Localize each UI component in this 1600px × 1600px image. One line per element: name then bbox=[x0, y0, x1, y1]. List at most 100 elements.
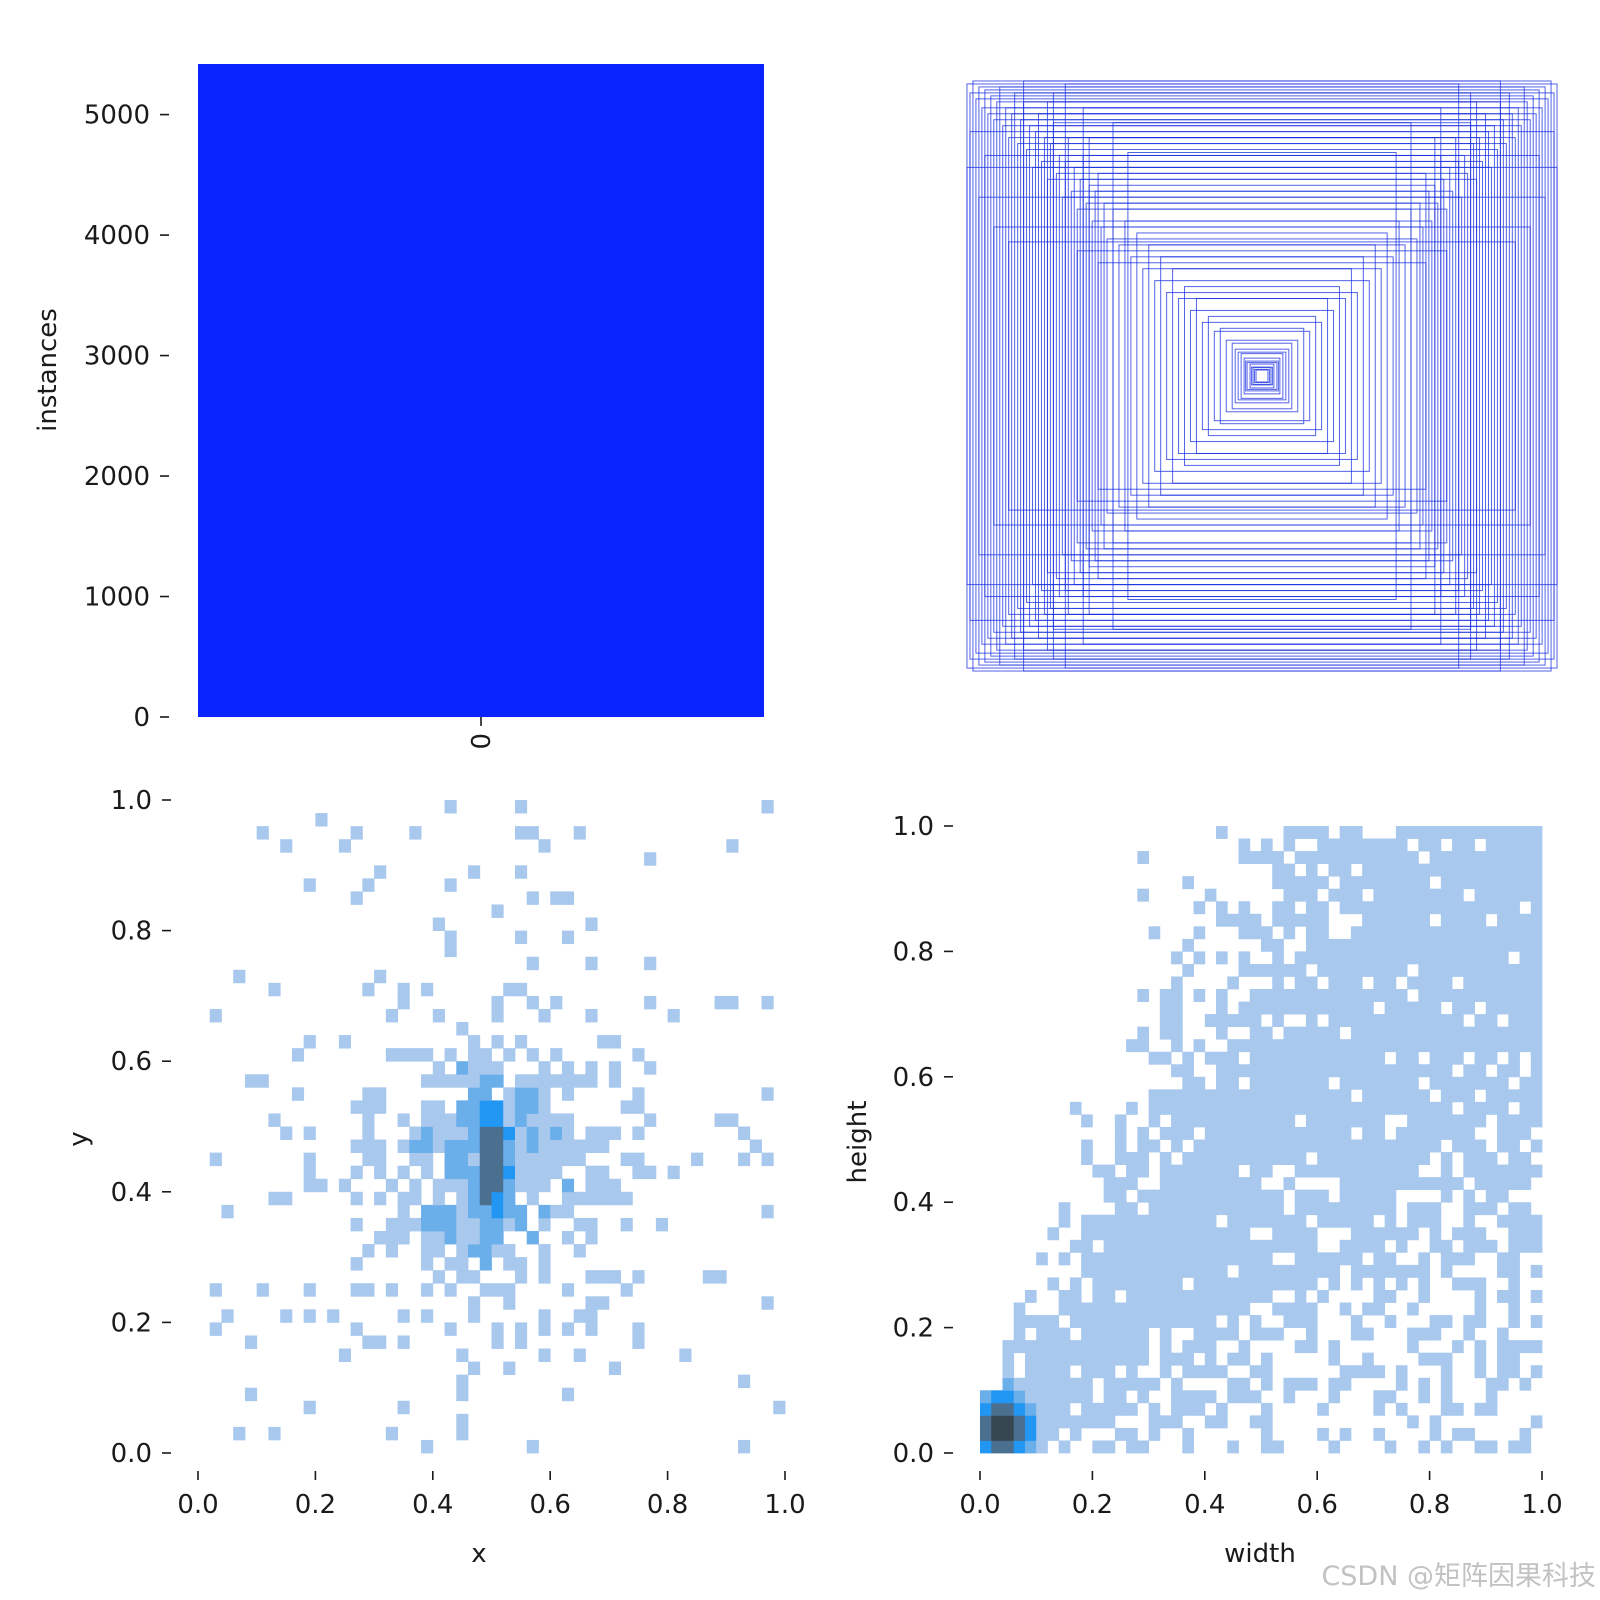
hist-cell bbox=[397, 1113, 410, 1127]
hist-cell bbox=[421, 1257, 434, 1271]
hist-cell bbox=[432, 1100, 445, 1114]
x-tick-label: 0.6 bbox=[1297, 1490, 1338, 1520]
hist-cell bbox=[514, 1113, 528, 1127]
hist-cell bbox=[374, 1139, 387, 1154]
hist-cell bbox=[491, 1152, 504, 1167]
hist-cell bbox=[644, 956, 657, 971]
hist-cell bbox=[1508, 1114, 1520, 1128]
hist-cell bbox=[644, 852, 657, 866]
width-axis: 0.0 0.2 0.4 0.6 0.8 1.0 bbox=[959, 1471, 1563, 1520]
hist-cell bbox=[1036, 1427, 1048, 1441]
hist-cell bbox=[1463, 876, 1475, 890]
hist-cell bbox=[1249, 1365, 1262, 1379]
hist-cell bbox=[1171, 1289, 1183, 1303]
hist-cell bbox=[1238, 1177, 1251, 1191]
hist-cell bbox=[479, 1217, 492, 1232]
hist-cell bbox=[1182, 1126, 1194, 1140]
hist-cell bbox=[1350, 1189, 1363, 1203]
hist-cell bbox=[550, 995, 563, 1010]
hist-cell bbox=[526, 956, 539, 971]
hist-cell bbox=[1036, 1402, 1048, 1416]
hist-cell bbox=[1350, 1051, 1363, 1065]
hist-cell bbox=[1317, 1264, 1329, 1278]
hist-cell bbox=[1002, 1440, 1015, 1454]
box-66 bbox=[1219, 327, 1305, 425]
hist-cell bbox=[1283, 1264, 1296, 1278]
hist-cell bbox=[1261, 1327, 1273, 1341]
hist-cell bbox=[1362, 1051, 1374, 1065]
hist-cell bbox=[1159, 1302, 1172, 1316]
box-71 bbox=[1240, 353, 1284, 399]
hist-cell bbox=[1407, 876, 1419, 890]
hist-cell bbox=[444, 1139, 457, 1154]
hist-cell bbox=[608, 1074, 622, 1088]
hist-cell bbox=[1182, 1089, 1194, 1103]
hist-cell bbox=[1497, 989, 1509, 1002]
hist-cell bbox=[444, 930, 457, 945]
hist-cell bbox=[1373, 1064, 1386, 1078]
box-31 bbox=[1058, 154, 1466, 598]
hist-cell bbox=[479, 1074, 492, 1088]
hist-cell bbox=[1474, 1302, 1487, 1316]
hist-cell bbox=[1497, 901, 1509, 915]
hist-cell bbox=[1452, 1402, 1464, 1416]
hist-cell bbox=[667, 1165, 680, 1180]
hist-cell bbox=[1429, 851, 1442, 865]
hist-cell bbox=[1452, 1227, 1464, 1241]
hist-cell bbox=[491, 1335, 504, 1349]
hist-cell bbox=[1328, 1352, 1341, 1366]
hist-cell bbox=[1463, 863, 1475, 877]
hist-cell bbox=[1148, 1189, 1161, 1203]
hist-cell bbox=[1283, 1089, 1296, 1103]
hist-cell bbox=[1114, 1239, 1127, 1253]
hist-cell bbox=[1294, 1340, 1307, 1354]
hist-cell bbox=[1407, 976, 1419, 990]
hist-cell bbox=[362, 1126, 375, 1140]
hist-cell bbox=[1407, 1014, 1419, 1028]
hist-cell bbox=[1182, 1076, 1194, 1090]
hist-cell bbox=[1261, 963, 1273, 977]
hist-cell bbox=[1384, 888, 1397, 902]
hist-cell bbox=[1328, 1039, 1341, 1053]
hist-cell bbox=[1395, 1177, 1408, 1191]
hist-cell bbox=[550, 1074, 563, 1088]
hist-cell bbox=[1272, 851, 1284, 865]
hist-cell bbox=[1227, 1076, 1239, 1090]
hist-cell bbox=[1429, 926, 1442, 940]
hist-cell bbox=[1407, 1214, 1419, 1228]
y-tick-label: 1.0 bbox=[111, 786, 152, 816]
hist-cell bbox=[1407, 888, 1419, 902]
hist-cell bbox=[1261, 1126, 1273, 1140]
hist-cell bbox=[1283, 1114, 1296, 1128]
hist-cell bbox=[1485, 1202, 1498, 1216]
hist-cell bbox=[1171, 951, 1183, 965]
hist-cell bbox=[1395, 1076, 1408, 1090]
hist-cell bbox=[1227, 1114, 1239, 1128]
hist-cell bbox=[1339, 876, 1352, 890]
hist-cell bbox=[1407, 1227, 1419, 1241]
hist-cell bbox=[1216, 1089, 1228, 1103]
hist-cell bbox=[1249, 1327, 1262, 1341]
hist-cell bbox=[1305, 1202, 1318, 1216]
hist-cell bbox=[1440, 888, 1453, 902]
hist-cell bbox=[209, 1152, 222, 1167]
hist-cell bbox=[538, 1348, 551, 1362]
hist-cell bbox=[514, 1035, 528, 1049]
hist-cell bbox=[1362, 1001, 1374, 1015]
hist-cell bbox=[1508, 1001, 1520, 1015]
hist-cell bbox=[608, 1061, 622, 1075]
hist-cell bbox=[1508, 989, 1520, 1002]
hist-cell bbox=[644, 1113, 657, 1127]
hist-cell bbox=[1350, 1277, 1363, 1291]
hist-cell bbox=[303, 1283, 316, 1297]
hist-cell bbox=[1058, 1352, 1071, 1366]
hist-cell bbox=[1249, 1177, 1262, 1191]
hist-cell bbox=[1283, 1101, 1296, 1115]
hist-cell bbox=[644, 1165, 657, 1180]
hist-cell bbox=[1126, 1340, 1138, 1354]
hist-cell bbox=[1362, 1327, 1374, 1341]
hist-cell bbox=[585, 1296, 598, 1310]
hist-cell bbox=[362, 878, 375, 892]
hist-cell bbox=[632, 1152, 645, 1167]
hist-cell bbox=[1384, 963, 1397, 977]
